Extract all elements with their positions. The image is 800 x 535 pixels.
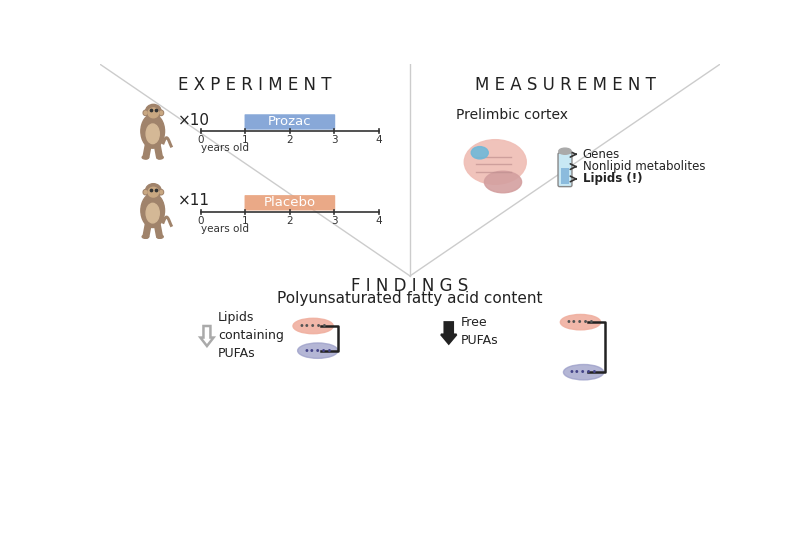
Text: Lipids (!): Lipids (!) (583, 172, 642, 186)
Ellipse shape (159, 189, 163, 195)
Ellipse shape (157, 235, 163, 238)
Text: 4: 4 (376, 135, 382, 145)
Ellipse shape (146, 124, 159, 143)
Ellipse shape (144, 111, 146, 114)
FancyBboxPatch shape (245, 195, 335, 210)
Ellipse shape (141, 194, 165, 227)
Ellipse shape (148, 187, 158, 197)
Ellipse shape (563, 364, 604, 380)
Text: Placebo: Placebo (264, 196, 316, 209)
Ellipse shape (471, 147, 488, 159)
Ellipse shape (298, 343, 338, 358)
Text: F I N D I N G S: F I N D I N G S (351, 278, 469, 295)
Ellipse shape (485, 171, 522, 193)
Text: •••••: ••••• (298, 321, 328, 331)
Ellipse shape (160, 111, 162, 114)
Ellipse shape (560, 315, 601, 330)
Text: Free
PUFAs: Free PUFAs (461, 316, 498, 347)
Text: 4: 4 (376, 216, 382, 226)
Text: Lipids
containing
PUFAs: Lipids containing PUFAs (218, 311, 284, 360)
Ellipse shape (159, 110, 163, 116)
Bar (561, 168, 569, 184)
Ellipse shape (142, 156, 149, 159)
Text: Polyunsaturated fatty acid content: Polyunsaturated fatty acid content (278, 292, 542, 307)
Ellipse shape (141, 114, 165, 148)
Text: •••••: ••••• (566, 317, 595, 327)
Text: 2: 2 (286, 216, 293, 226)
FancyArrow shape (200, 326, 214, 346)
Text: ×11: ×11 (178, 193, 210, 208)
Text: 0: 0 (198, 135, 204, 145)
Ellipse shape (146, 184, 162, 198)
Ellipse shape (146, 203, 159, 223)
Text: E X P E R I M E N T: E X P E R I M E N T (178, 76, 332, 94)
FancyArrow shape (441, 322, 457, 343)
Text: 3: 3 (331, 216, 338, 226)
Text: 1: 1 (242, 216, 249, 226)
Text: 1: 1 (242, 135, 249, 145)
Ellipse shape (142, 235, 149, 238)
Text: 0: 0 (198, 216, 204, 226)
Text: years old: years old (201, 224, 249, 234)
Ellipse shape (146, 104, 162, 119)
Ellipse shape (464, 140, 526, 185)
FancyBboxPatch shape (245, 114, 335, 129)
Text: •••••: ••••• (569, 367, 598, 377)
Text: M E A S U R E M E N T: M E A S U R E M E N T (474, 76, 655, 94)
Ellipse shape (160, 190, 162, 194)
Ellipse shape (157, 156, 163, 159)
Ellipse shape (293, 318, 334, 334)
Text: Prozac: Prozac (268, 116, 312, 128)
Ellipse shape (558, 148, 571, 154)
Text: •••••: ••••• (303, 346, 333, 356)
Text: Genes: Genes (583, 148, 620, 161)
Text: years old: years old (201, 143, 249, 152)
Text: 3: 3 (331, 135, 338, 145)
Text: ×10: ×10 (178, 113, 210, 128)
Text: Prelimbic cortex: Prelimbic cortex (457, 108, 569, 122)
FancyBboxPatch shape (558, 153, 572, 187)
Text: 2: 2 (286, 135, 293, 145)
Text: Nonlipid metabolites: Nonlipid metabolites (583, 160, 706, 173)
Ellipse shape (143, 110, 148, 116)
Ellipse shape (143, 189, 148, 195)
Ellipse shape (144, 190, 146, 194)
Ellipse shape (148, 108, 158, 118)
